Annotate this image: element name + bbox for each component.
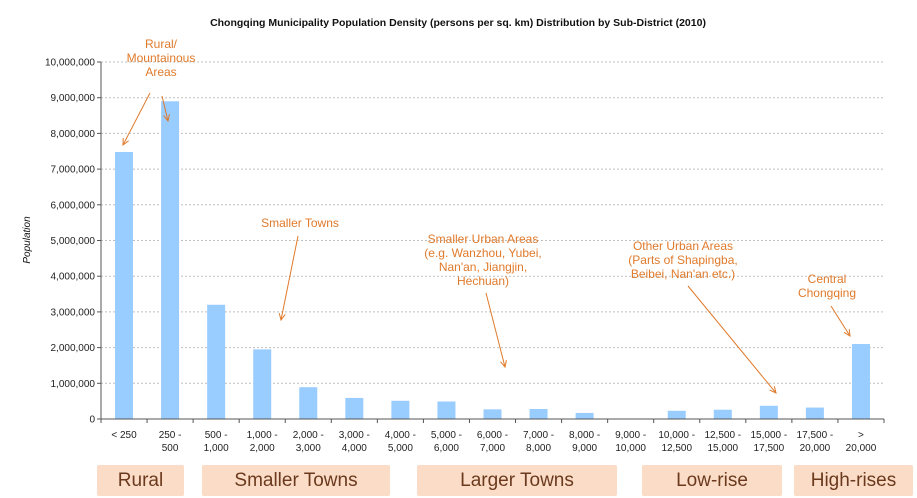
x-tick-label: 250 -500 — [159, 430, 182, 454]
bar — [299, 387, 318, 419]
x-tick-label: 4,000 -5,000 — [385, 430, 416, 454]
y-tick-label: 2,000,000 — [51, 343, 96, 354]
annotation-arrowhead — [163, 114, 170, 123]
axes — [100, 62, 884, 420]
bar — [345, 397, 364, 419]
annotation-arrow — [122, 92, 151, 146]
annotation-arrow — [687, 285, 777, 394]
y-axis-label: Population — [22, 216, 33, 264]
gridlines — [101, 61, 884, 384]
annotation-arrow — [830, 305, 851, 337]
y-tick-label: 10,000,000 — [45, 58, 95, 69]
x-tick-labels: < 250 250 -500 500 -1,000 1,000 -2,000 2,000… — [100, 419, 885, 454]
annotation-label: Rural/Mountainous Areas — [127, 37, 196, 79]
bar — [437, 401, 456, 419]
annotation-arrowhead — [122, 137, 129, 147]
annotations: Rural/Mountainous Areas Smaller Towns Small… — [122, 37, 856, 394]
x-tick-label: 2,000 -3,000 — [293, 430, 324, 454]
x-tick-label: 1,000 -2,000 — [247, 430, 278, 454]
annotation-arrowhead — [500, 360, 507, 369]
x-tick-label: 17,500 -20,000 — [797, 430, 834, 454]
band-low-rise: Low-rise — [642, 465, 782, 496]
y-tick-label: 6,000,000 — [51, 200, 96, 211]
annotation-label: Other Urban Areas (Parts of Shapingba, Bei… — [628, 239, 737, 281]
x-tick-label: 12,500 -15,000 — [704, 430, 741, 454]
bar — [667, 410, 686, 419]
band-larger-towns: Larger Towns — [417, 465, 617, 496]
bar — [483, 409, 502, 419]
bar — [713, 409, 732, 419]
bar — [575, 412, 594, 419]
y-tick-labels: 0 1,000,000 2,000,000 3,000,000 4,000,000 5,0… — [45, 58, 101, 426]
bar — [207, 304, 226, 419]
bar — [851, 344, 870, 419]
band-high-rises: High-rises — [794, 465, 913, 496]
bar — [161, 101, 180, 420]
x-tick-label: 15,000 -17,500 — [751, 430, 788, 454]
band-smaller-towns: Smaller Towns — [202, 465, 390, 496]
annotation-label: Smaller Urban Areas (e.g. Wanzhou, Yubei,… — [424, 232, 541, 288]
x-tick-label: 7,000 -8,000 — [523, 430, 554, 454]
annotation-arrow — [161, 95, 169, 122]
x-tick-label: 8,000 -9,000 — [569, 430, 600, 454]
y-tick-label: 9,000,000 — [51, 93, 96, 104]
annotation-arrow — [280, 235, 299, 321]
bar — [253, 349, 272, 419]
y-tick-label: 4,000,000 — [51, 272, 96, 283]
bar — [115, 151, 134, 420]
y-tick-label: 8,000,000 — [51, 129, 96, 140]
x-tick-label: 6,000 -7,000 — [477, 430, 508, 454]
y-tick-label: 7,000,000 — [51, 165, 96, 176]
annotation-arrowhead — [769, 386, 777, 394]
x-tick-label: < 250 — [111, 430, 137, 441]
annotation-arrow — [485, 292, 506, 368]
x-tick-label: 10,000 -12,500 — [658, 430, 695, 454]
x-tick-label: 500 -1,000 — [204, 430, 229, 454]
x-tick-label: >20,000 — [846, 430, 877, 454]
bar — [391, 400, 410, 419]
bar — [759, 405, 778, 419]
x-tick-label: 5,000 -6,000 — [431, 430, 462, 454]
x-tick-label: 3,000 -4,000 — [339, 430, 370, 454]
chart-title: Chongqing Municipality Population Densit… — [210, 17, 706, 29]
y-tick-label: 0 — [89, 415, 95, 426]
bars — [115, 101, 870, 420]
y-tick-label: 1,000,000 — [51, 379, 96, 390]
bar — [529, 409, 548, 419]
annotation-arrowhead — [843, 328, 851, 337]
annotation-arrowhead — [278, 313, 286, 322]
y-tick-label: 3,000,000 — [51, 307, 96, 318]
y-tick-label: 5,000,000 — [51, 236, 96, 247]
band-rural: Rural — [97, 465, 184, 496]
x-tick-label: 9,000 -10,000 — [615, 430, 646, 454]
annotation-label: Central Chongqing — [798, 272, 856, 300]
bar — [805, 407, 824, 419]
annotation-label: Smaller Towns — [261, 216, 339, 230]
